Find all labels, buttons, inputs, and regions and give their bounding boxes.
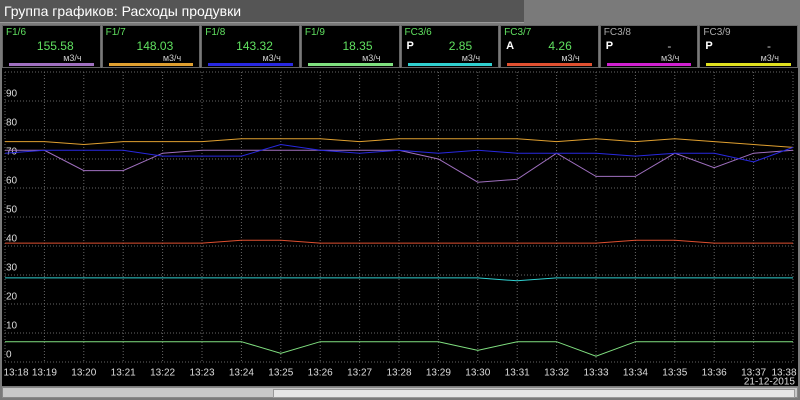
channel-cell: F1/7 148.03 м3/ч [101, 25, 201, 68]
channel-name: F1/9 [304, 27, 325, 38]
channel-value: 4.26 [548, 39, 572, 53]
series-line [5, 341, 793, 357]
x-tick-label: 13:36 [702, 368, 727, 379]
channel-name: FC3/8 [603, 27, 631, 38]
y-tick-label: 30 [6, 263, 18, 274]
series-line [5, 138, 794, 148]
scroll-thumb[interactable] [273, 389, 795, 398]
channel-unit: м3/ч [461, 53, 481, 63]
x-tick-label: 13:20 [71, 368, 96, 379]
x-tick-label: 13:31 [505, 368, 530, 379]
y-tick-label: 0 [6, 350, 12, 361]
channel-name: FC3/9 [703, 27, 731, 38]
channel-cell: FC3/7 A 4.26 м3/ч [500, 25, 599, 68]
x-tick-label: 13:38 [771, 368, 796, 379]
x-tick-label: 13:29 [426, 368, 451, 379]
channel-cell: F1/9 18.35 м3/ч [300, 25, 400, 68]
channel-cell: F1/6 155.58 м3/ч [2, 25, 101, 68]
channel-cell: FC3/6 P 2.85 м3/ч [400, 25, 500, 68]
date-label: 21-12-2015 [744, 377, 796, 386]
channel-panel: F1/6 155.58 м3/ч F1/7 148.03 м3/ч F1/8 143.32 м3… [2, 25, 798, 68]
x-tick-label: 13:26 [308, 368, 333, 379]
channel-color-bar [606, 63, 692, 66]
channel-value: - [767, 39, 771, 53]
series-line [5, 277, 793, 282]
x-tick-label: 13:35 [662, 368, 687, 379]
x-tick-label: 13:34 [623, 368, 648, 379]
channel-unit: м3/ч [760, 53, 779, 63]
y-tick-label: 10 [6, 321, 18, 332]
channel-value: 18.35 [342, 39, 373, 53]
plot-background [2, 68, 798, 386]
channel-unit: м3/ч [660, 53, 680, 63]
y-tick-label: 70 [6, 147, 18, 158]
y-tick-label: 60 [6, 176, 18, 187]
channel-value: 143.32 [236, 39, 273, 53]
y-tick-label: 80 [6, 118, 18, 129]
channel-value: 2.85 [448, 39, 473, 53]
x-tick-label: 13:22 [150, 368, 175, 379]
y-tick-label: 50 [6, 205, 18, 216]
y-tick-label: 90 [6, 89, 18, 100]
x-tick-label: 13:23 [189, 368, 214, 379]
x-tick-label: 13:37 [741, 368, 766, 379]
x-tick-label: 13:28 [386, 368, 411, 379]
channel-color-bar [307, 63, 393, 66]
channel-unit: м3/ч [63, 53, 82, 63]
y-tick-label: 40 [6, 234, 18, 245]
channel-mode: P [705, 40, 713, 52]
x-tick-label: 13:27 [347, 368, 372, 379]
x-tick-label: 13:33 [583, 368, 608, 379]
channel-color-bar [407, 63, 493, 66]
channel-color-bar [108, 63, 194, 66]
channel-name: FC3/7 [504, 27, 532, 38]
channel-color-bar [706, 63, 791, 66]
series-line [5, 239, 793, 244]
channel-color-bar [208, 63, 293, 66]
x-tick-label: 13:30 [465, 368, 490, 379]
x-tick-label: 13:19 [32, 368, 57, 379]
channel-color-bar [507, 63, 592, 66]
x-tick-label: 13:25 [268, 368, 293, 379]
channel-name: F1/8 [205, 27, 226, 38]
channel-value: - [667, 39, 672, 53]
channel-name: F1/7 [105, 27, 126, 38]
channel-name: F1/6 [6, 27, 27, 38]
channel-name: FC3/6 [404, 27, 432, 38]
y-tick-label: 100 % [6, 68, 34, 71]
channel-cell: FC3/9 P - м3/ч [699, 25, 798, 68]
scrollbar[interactable] [2, 387, 798, 398]
channel-cell: FC3/8 P - м3/ч [599, 25, 699, 68]
channel-mode: P [605, 40, 614, 52]
channel-color-bar [9, 63, 94, 66]
series-line [4, 143, 794, 163]
channel-mode: P [406, 40, 414, 52]
channel-unit: м3/ч [561, 53, 580, 63]
channel-mode: A [506, 40, 515, 52]
channel-unit: м3/ч [262, 53, 281, 63]
window-title: Группа графиков: Расходы продувки [0, 0, 524, 23]
x-tick-label: 13:18 [3, 368, 28, 379]
channel-value: 148.03 [136, 39, 174, 53]
channel-value: 155.58 [36, 39, 74, 53]
x-tick-label: 13:21 [111, 368, 136, 379]
x-tick-label: 13:24 [229, 368, 254, 379]
y-tick-label: 20 [6, 292, 18, 303]
channel-unit: м3/ч [362, 53, 381, 63]
channel-cell: F1/8 143.32 м3/ч [201, 25, 300, 68]
x-tick-label: 13:32 [544, 368, 569, 379]
chart: 0 10 20 30 40 50 60 70 80 90 100 % 13:18 13:19 13:20 1… [2, 68, 798, 386]
channel-unit: м3/ч [162, 53, 182, 63]
